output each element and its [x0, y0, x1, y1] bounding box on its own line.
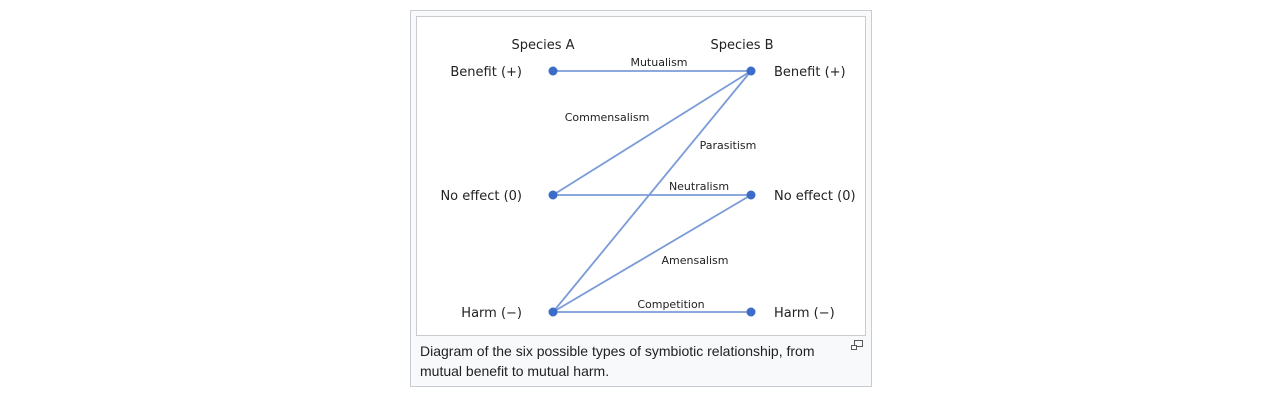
species-b-harm-label: Harm (−) [774, 306, 835, 321]
label-amensalism: Amensalism [661, 254, 728, 267]
node-a-none [548, 190, 558, 200]
node-b-benefit [746, 66, 756, 76]
species-a-none-label: No effect (0) [440, 189, 522, 204]
figure-thumbnail: Species A Species B Mutualism Commensalis… [410, 10, 872, 387]
species-b-none-label: No effect (0) [774, 189, 856, 204]
node-a-harm [548, 307, 558, 317]
node-b-harm [746, 307, 756, 317]
effect-labels: Benefit (+) Benefit (+) No effect (0) No ef… [440, 65, 855, 321]
node-b-none [746, 190, 756, 200]
effect-nodes [548, 66, 756, 317]
symbiosis-diagram[interactable]: Species A Species B Mutualism Commensalis… [416, 16, 866, 336]
line-amensalism [552, 194, 752, 313]
species-a-header: Species A [511, 38, 574, 53]
magnify-clip-icon[interactable] [849, 338, 865, 354]
label-parasitism: Parasitism [700, 139, 757, 152]
relationship-labels: Mutualism Commensalism Parasitism Neutralis… [565, 56, 757, 311]
species-b-benefit-label: Benefit (+) [774, 65, 846, 80]
label-mutualism: Mutualism [630, 56, 687, 69]
diagram-canvas: Species A Species B Mutualism Commensalis… [440, 38, 855, 321]
relationship-lines [552, 70, 752, 313]
species-b-header: Species B [710, 38, 773, 53]
figure-caption: Diagram of the six possible types of sym… [420, 343, 815, 379]
line-commensalism [552, 70, 752, 196]
species-a-benefit-label: Benefit (+) [450, 65, 522, 80]
label-commensalism: Commensalism [565, 111, 650, 124]
line-parasitism [552, 70, 752, 313]
label-neutralism: Neutralism [669, 180, 729, 193]
node-a-benefit [548, 66, 558, 76]
label-competition: Competition [637, 298, 704, 311]
species-a-harm-label: Harm (−) [461, 306, 522, 321]
